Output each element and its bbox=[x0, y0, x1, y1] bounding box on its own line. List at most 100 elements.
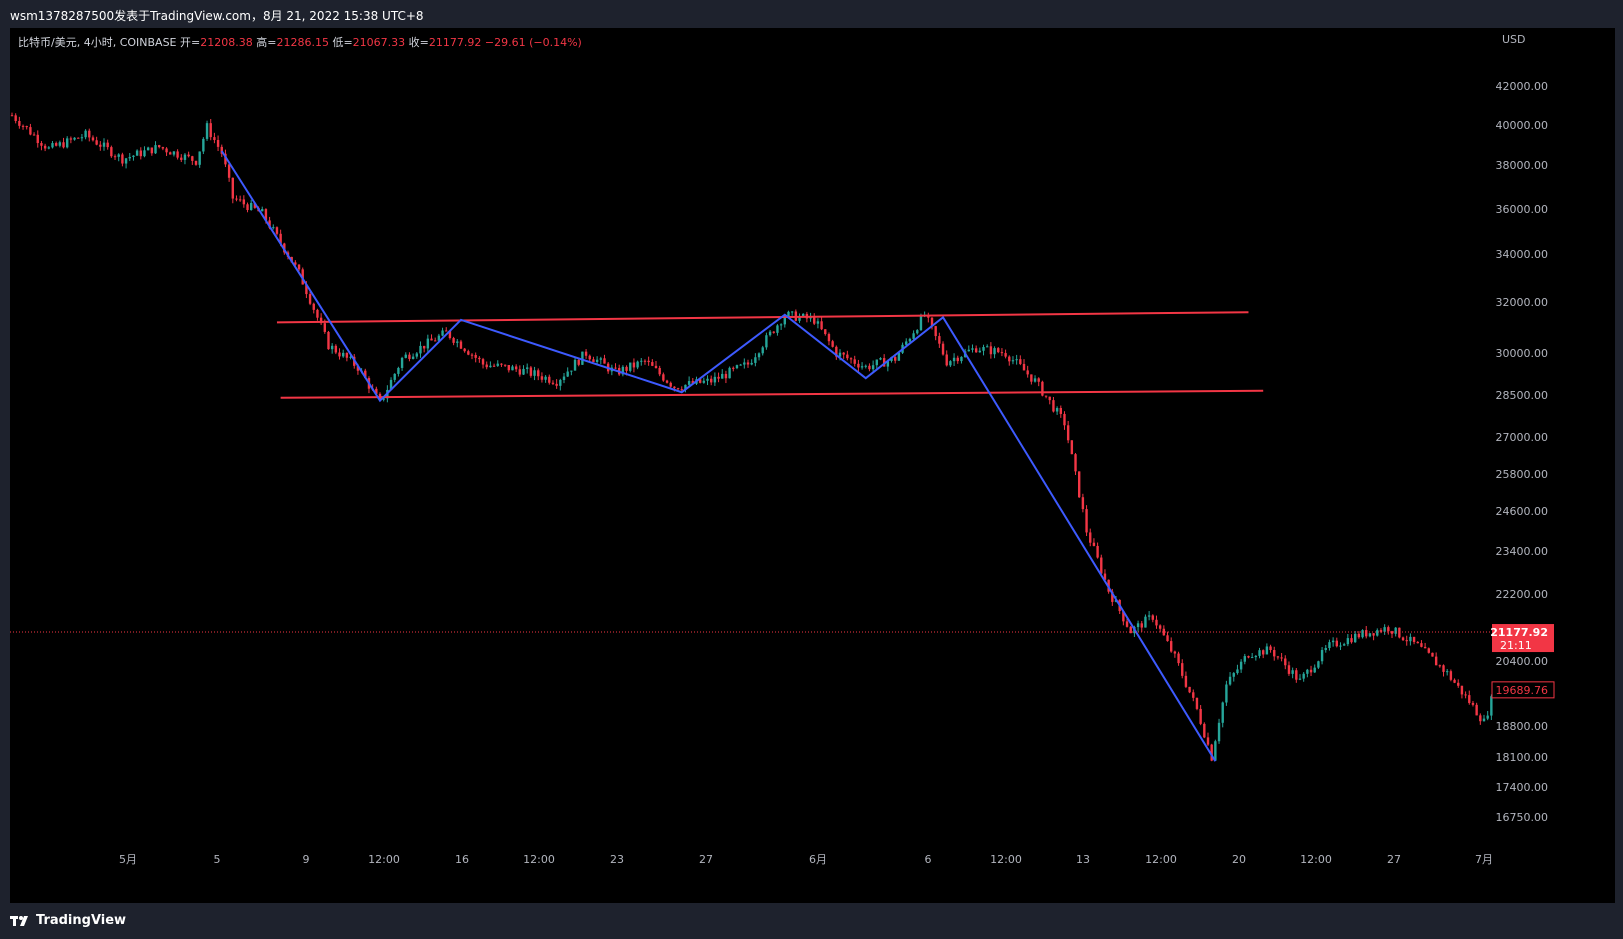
candle-body bbox=[422, 345, 426, 349]
candle-body bbox=[621, 366, 625, 375]
candle-body bbox=[397, 367, 400, 374]
candle-body bbox=[21, 125, 25, 127]
candle-body bbox=[1365, 630, 1368, 637]
candle-body bbox=[426, 338, 430, 349]
y-tick-label: 34000.00 bbox=[1496, 248, 1549, 261]
candle-body bbox=[342, 352, 345, 357]
candle-body bbox=[191, 156, 194, 161]
candle-body bbox=[1236, 669, 1239, 674]
candle-body bbox=[1122, 611, 1125, 622]
candle-body bbox=[66, 138, 69, 148]
candle-body bbox=[507, 365, 510, 371]
candle-body bbox=[143, 150, 146, 157]
candle-body bbox=[721, 373, 724, 379]
candle-body bbox=[570, 370, 573, 372]
candle-body bbox=[1210, 744, 1213, 761]
candle-body bbox=[1350, 638, 1353, 643]
candle-body bbox=[77, 137, 80, 139]
candle-body bbox=[183, 154, 187, 160]
candle-body bbox=[555, 383, 558, 386]
candle-body bbox=[382, 398, 385, 400]
chart-area[interactable] bbox=[10, 28, 1615, 903]
candle-body bbox=[448, 330, 452, 339]
candle-body bbox=[802, 313, 805, 317]
candle-body bbox=[592, 359, 595, 362]
candle-body bbox=[1195, 697, 1199, 709]
candle-body bbox=[1044, 395, 1048, 397]
candle-body bbox=[790, 311, 794, 313]
candle-body bbox=[404, 354, 407, 358]
candle-body bbox=[1147, 615, 1151, 617]
candle-body bbox=[919, 315, 923, 331]
candle-body bbox=[99, 144, 102, 147]
candle-body bbox=[1479, 715, 1482, 722]
candle-body bbox=[463, 348, 466, 352]
candle-body bbox=[128, 157, 131, 159]
candle-body bbox=[430, 338, 433, 341]
candle-body bbox=[820, 321, 823, 330]
candle-body bbox=[1243, 656, 1246, 662]
candle-body bbox=[54, 143, 58, 146]
candle-body bbox=[1092, 542, 1096, 546]
candle-body bbox=[1471, 702, 1475, 705]
candle-body bbox=[146, 147, 150, 151]
candle-body bbox=[997, 348, 1000, 353]
candle-body bbox=[445, 330, 448, 332]
candle-body bbox=[724, 373, 728, 379]
candle-body bbox=[960, 356, 963, 362]
candle-body bbox=[603, 358, 606, 364]
candle-body bbox=[1313, 667, 1316, 673]
candle-body bbox=[717, 376, 720, 379]
candle-body bbox=[1412, 636, 1416, 642]
candle-body bbox=[1420, 643, 1423, 647]
candle-body bbox=[389, 379, 393, 390]
candle-body bbox=[1008, 356, 1011, 362]
candle-body bbox=[971, 348, 974, 350]
candle-body bbox=[194, 160, 198, 165]
y-tick-label: 27000.00 bbox=[1496, 431, 1549, 444]
candle-body bbox=[1309, 669, 1313, 673]
candle-body bbox=[323, 323, 326, 332]
candle-body bbox=[165, 148, 168, 153]
candle-body bbox=[1339, 645, 1342, 647]
channel-lower-line bbox=[280, 389, 1264, 399]
candle-body bbox=[743, 362, 746, 365]
candle-body bbox=[511, 366, 514, 371]
y-tick-label: 23400.00 bbox=[1496, 545, 1549, 558]
x-tick-label: 20 bbox=[1232, 853, 1246, 866]
candle-body bbox=[1199, 708, 1202, 724]
candle-body bbox=[1041, 381, 1044, 396]
candle-body bbox=[419, 345, 422, 354]
candle-body bbox=[213, 137, 216, 141]
candle-body bbox=[643, 360, 647, 362]
candle-body bbox=[1221, 702, 1224, 723]
candle-body bbox=[58, 142, 62, 146]
candle-body bbox=[846, 354, 849, 359]
candle-body bbox=[584, 351, 588, 356]
candle-body bbox=[1354, 633, 1357, 643]
y-tick-label: 17400.00 bbox=[1496, 781, 1549, 794]
candle-body bbox=[783, 316, 786, 325]
y-tick-label: 18800.00 bbox=[1496, 720, 1549, 733]
candle-body bbox=[1342, 644, 1346, 646]
candle-body bbox=[857, 363, 860, 368]
candle-body bbox=[224, 153, 227, 165]
candle-body bbox=[1177, 653, 1180, 664]
candle-body bbox=[665, 380, 669, 383]
candle-body bbox=[868, 365, 871, 370]
candle-body bbox=[838, 352, 842, 357]
candle-body bbox=[897, 352, 901, 361]
candle-body bbox=[1434, 656, 1438, 666]
candlestick-chart[interactable]: 42000.00 40000.00 38000.00 36000.00 34000.00… bbox=[0, 0, 1623, 903]
candle-body bbox=[1438, 665, 1442, 667]
candle-body bbox=[974, 348, 978, 353]
candle-body bbox=[533, 370, 536, 376]
tradingview-brand[interactable]: TradingView bbox=[10, 913, 126, 928]
candle-body bbox=[161, 147, 165, 149]
candle-body bbox=[938, 336, 941, 344]
candle-body bbox=[853, 359, 856, 364]
candle-body bbox=[875, 359, 878, 366]
candle-body bbox=[180, 157, 183, 160]
candle-body bbox=[172, 151, 176, 155]
candle-body bbox=[632, 362, 636, 368]
